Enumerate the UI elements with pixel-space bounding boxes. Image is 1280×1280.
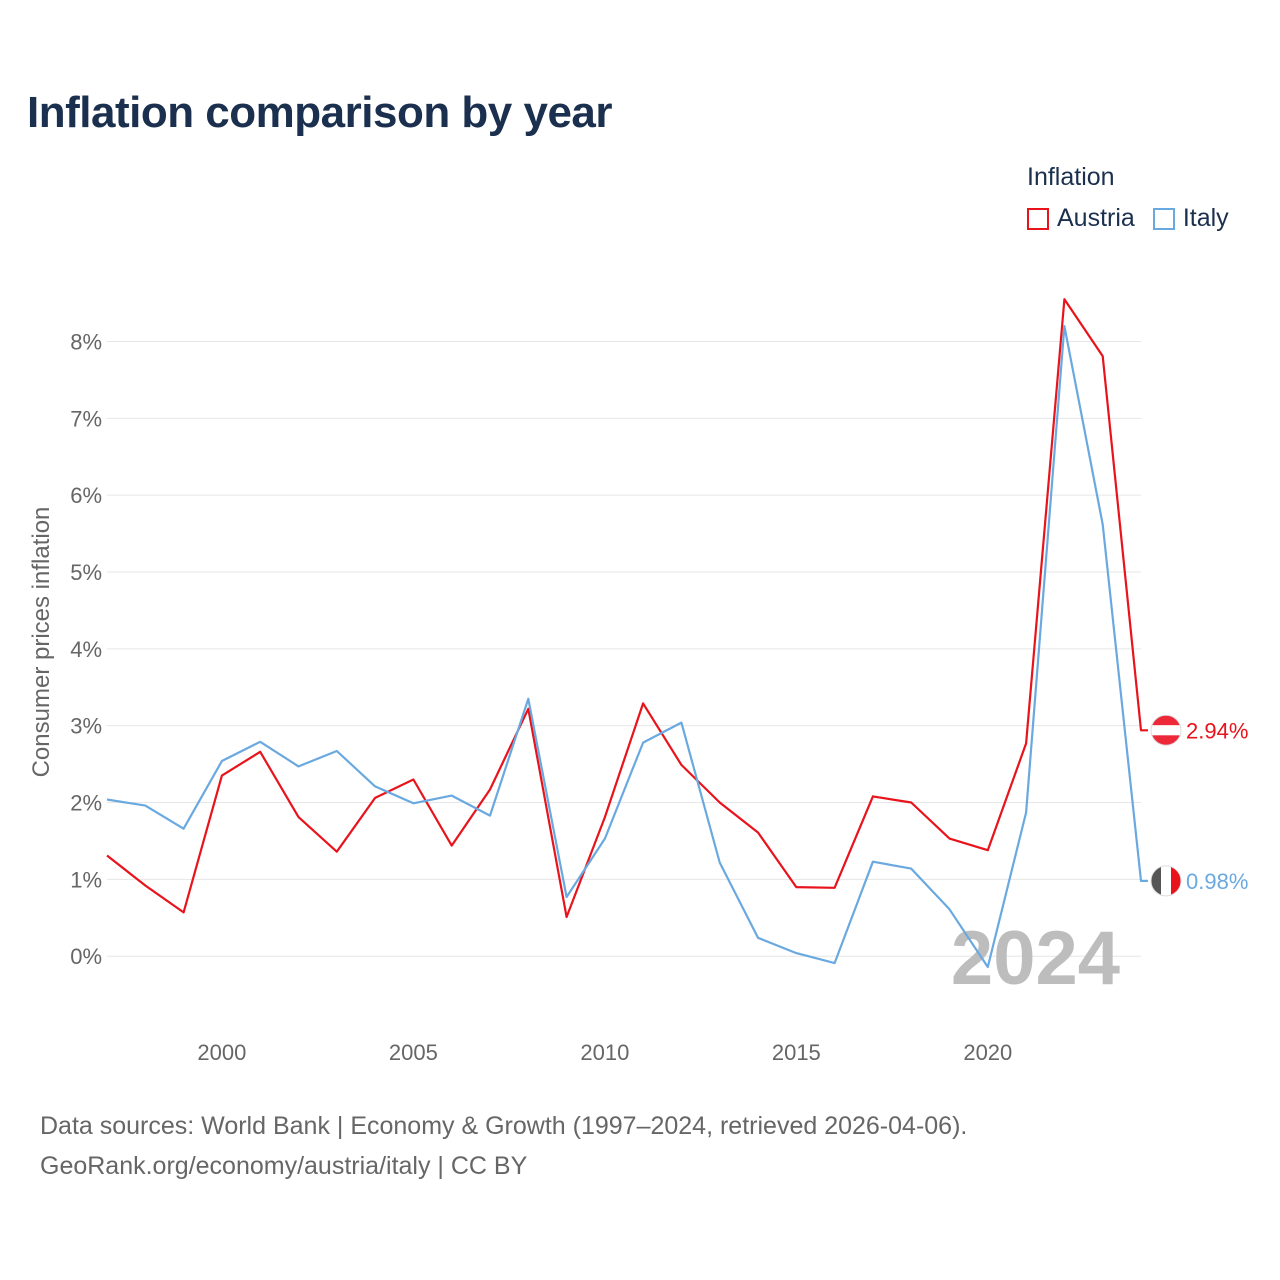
series-lines bbox=[106, 298, 1148, 969]
x-tick-labels: 2000 2005 2010 2015 2020 bbox=[197, 1040, 1012, 1065]
y-tick-label: 0% bbox=[70, 944, 102, 969]
y-tick-label: 1% bbox=[70, 867, 102, 892]
austria-flag-icon bbox=[1150, 714, 1182, 746]
y-tick-label: 4% bbox=[70, 637, 102, 662]
gridlines bbox=[107, 340, 1141, 957]
legend-label-austria: Austria bbox=[1057, 204, 1135, 232]
chart-title: Inflation comparison by year bbox=[27, 88, 613, 137]
y-tick-labels: 0% 1% 2% 3% 4% 5% 6% 7% 8% bbox=[70, 329, 102, 969]
series-end-markers: 2.94% 0.98% bbox=[1150, 714, 1248, 897]
end-value-label-austria: 2.94% bbox=[1186, 718, 1248, 743]
y-tick-label: 6% bbox=[70, 483, 102, 508]
footer-link[interactable]: GeoRank.org/economy/austria/italy | CC B… bbox=[40, 1152, 528, 1180]
legend-title: Inflation bbox=[1027, 163, 1115, 191]
legend-item-italy[interactable]: Italy bbox=[1152, 204, 1229, 233]
x-tick-label: 2015 bbox=[772, 1040, 821, 1065]
legend-swatch-italy bbox=[1152, 207, 1175, 230]
footer: Data sources: World Bank | Economy & Gro… bbox=[40, 1106, 967, 1186]
x-tick-label: 2000 bbox=[197, 1040, 246, 1065]
italy-flag-icon bbox=[1150, 865, 1182, 897]
legend-swatch-austria bbox=[1027, 207, 1049, 230]
year-watermark: 2024 bbox=[951, 916, 1120, 1001]
legend: Austria Italy bbox=[1027, 204, 1247, 233]
legend-item-austria[interactable]: Austria bbox=[1027, 204, 1135, 233]
y-tick-label: 8% bbox=[70, 329, 102, 354]
x-tick-label: 2010 bbox=[580, 1040, 629, 1065]
end-value-label-italy: 0.98% bbox=[1186, 869, 1248, 894]
series-line-austria[interactable] bbox=[106, 298, 1148, 919]
series-line-italy[interactable] bbox=[106, 325, 1148, 969]
x-tick-label: 2020 bbox=[963, 1040, 1012, 1065]
footer-sources: Data sources: World Bank | Economy & Gro… bbox=[40, 1112, 968, 1140]
y-tick-label: 3% bbox=[70, 714, 102, 739]
legend-label-italy: Italy bbox=[1182, 204, 1229, 232]
x-tick-label: 2005 bbox=[389, 1040, 438, 1065]
y-tick-label: 2% bbox=[70, 791, 102, 816]
y-tick-label: 5% bbox=[70, 560, 102, 585]
y-tick-label: 7% bbox=[70, 406, 102, 431]
